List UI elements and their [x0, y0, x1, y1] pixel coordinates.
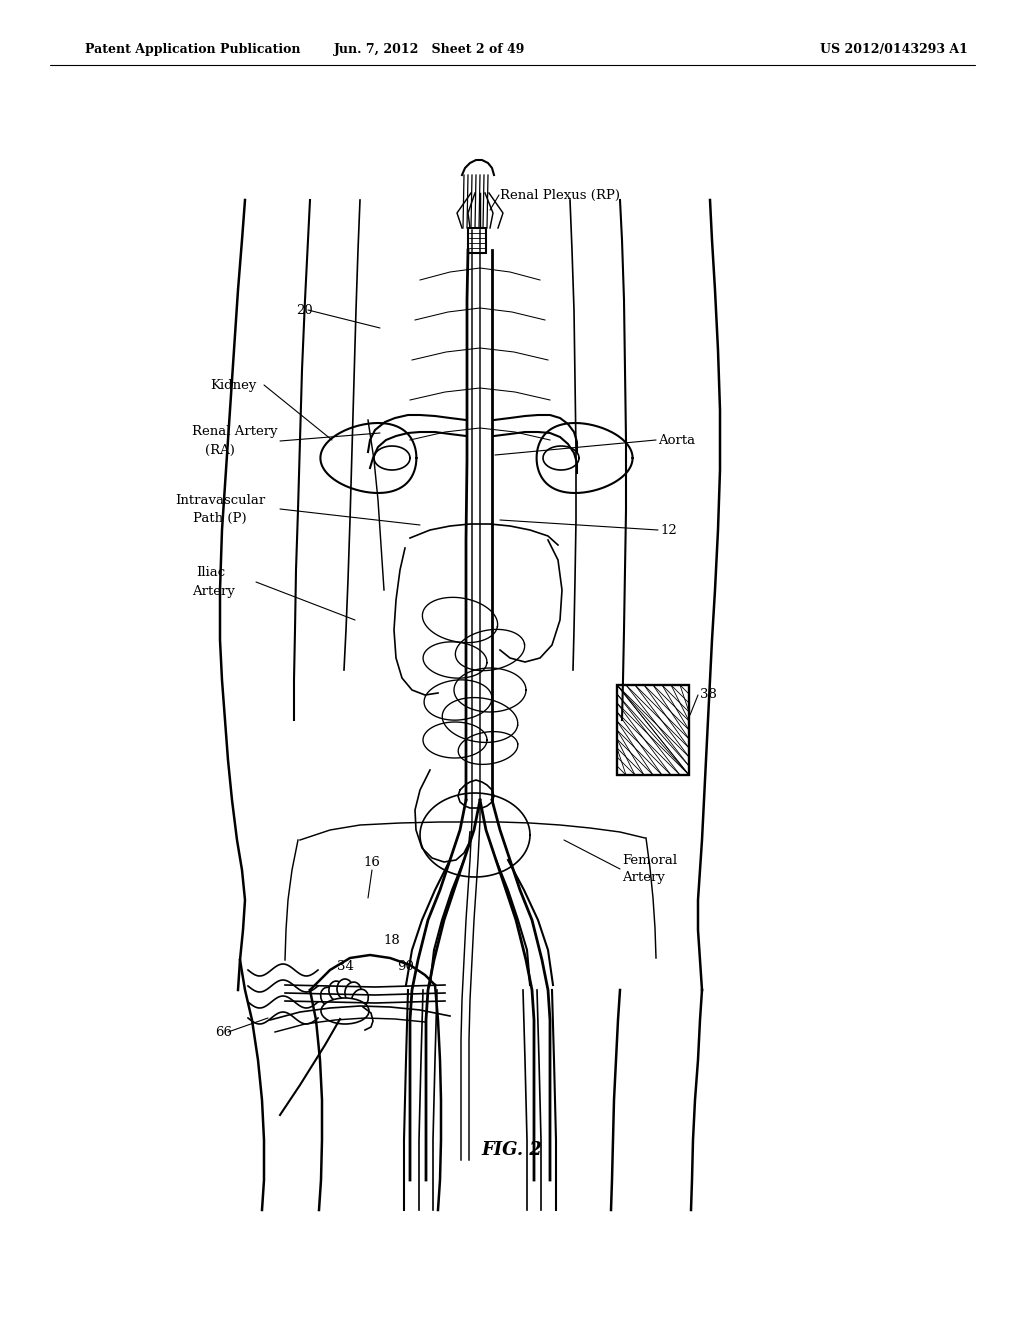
Text: FIG. 2: FIG. 2	[481, 1140, 543, 1159]
Text: (RA): (RA)	[205, 444, 234, 457]
Text: 18: 18	[384, 933, 400, 946]
Text: Aorta: Aorta	[658, 433, 695, 446]
Text: US 2012/0143293 A1: US 2012/0143293 A1	[820, 44, 968, 57]
Text: Iliac: Iliac	[196, 566, 225, 579]
Text: Patent Application Publication: Patent Application Publication	[85, 44, 300, 57]
Text: Renal Artery: Renal Artery	[193, 425, 278, 438]
Text: 20: 20	[296, 304, 312, 317]
Text: Intravascular: Intravascular	[175, 494, 265, 507]
Text: Renal Plexus (RP): Renal Plexus (RP)	[500, 189, 620, 202]
Text: Path (P): Path (P)	[193, 511, 247, 524]
Ellipse shape	[329, 981, 345, 1001]
Text: 16: 16	[364, 855, 381, 869]
Ellipse shape	[351, 989, 369, 1008]
Text: Jun. 7, 2012   Sheet 2 of 49: Jun. 7, 2012 Sheet 2 of 49	[334, 44, 525, 57]
Text: 34: 34	[337, 960, 353, 973]
Ellipse shape	[321, 987, 337, 1007]
Ellipse shape	[337, 979, 353, 999]
Text: Kidney: Kidney	[210, 379, 256, 392]
Text: Artery: Artery	[193, 585, 234, 598]
Text: 38: 38	[700, 689, 717, 701]
Bar	[468, 228, 486, 253]
Text: Femoral: Femoral	[622, 854, 677, 866]
Text: 90: 90	[397, 960, 415, 973]
Ellipse shape	[321, 998, 369, 1024]
Text: 66: 66	[215, 1026, 232, 1039]
Ellipse shape	[345, 982, 361, 1002]
Bar	[617, 685, 689, 775]
Text: Artery: Artery	[622, 871, 665, 884]
Text: 12: 12	[660, 524, 677, 536]
